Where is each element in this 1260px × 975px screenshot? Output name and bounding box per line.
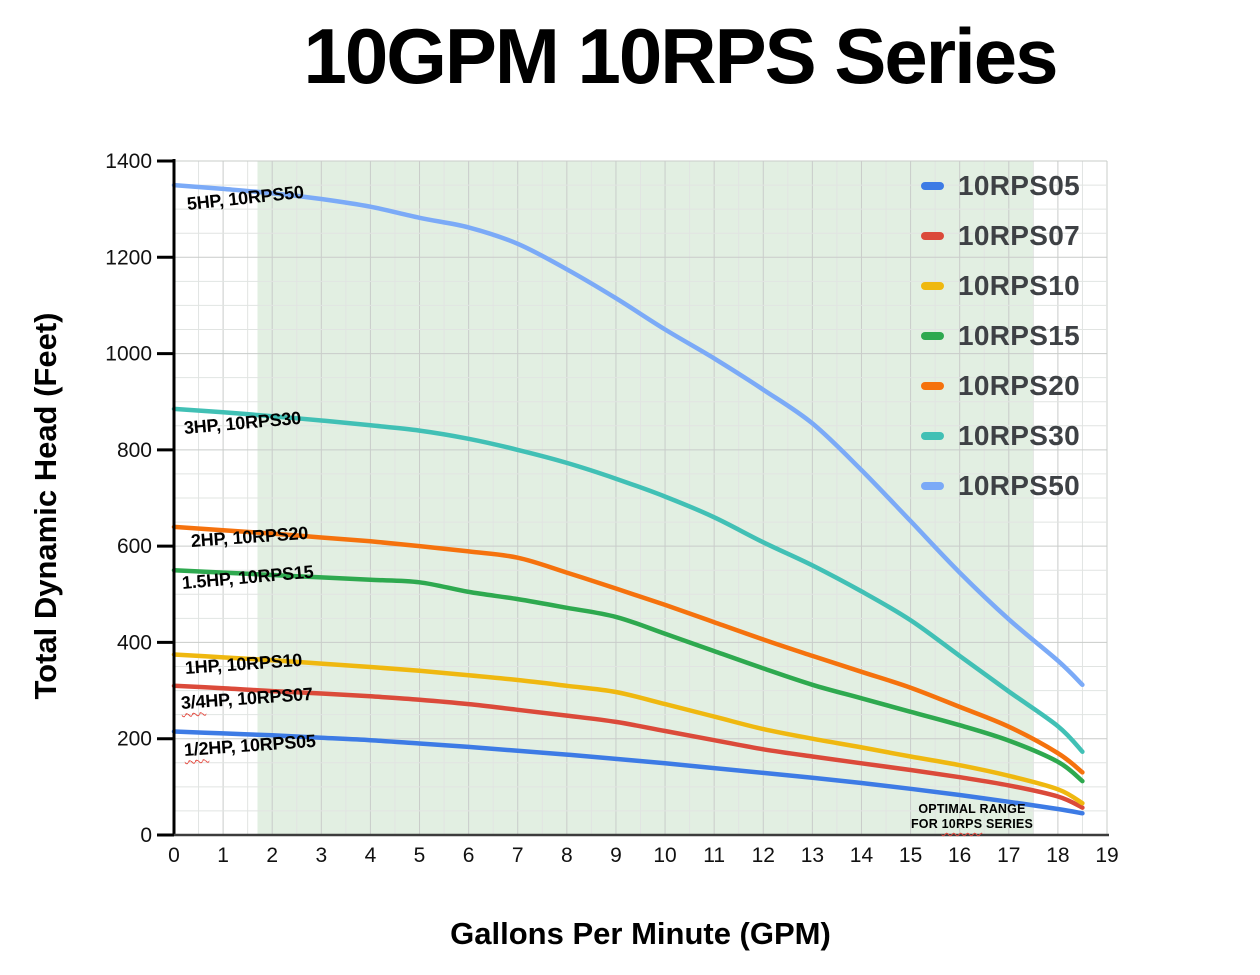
y-tick-label: 1000 [105,343,152,366]
y-tick-label: 1200 [105,246,152,269]
curve-10RPS05 [171,729,1085,816]
legend-label: 10RPS10 [958,270,1080,301]
legend-item: 10RPS30 [921,411,1080,461]
x-tick-label: 18 [1046,844,1069,867]
curve-10RPS50 [171,182,1085,688]
legend-label: 10RPS05 [958,170,1080,201]
legend-item: 10RPS15 [921,311,1080,361]
x-tick-label: 10 [653,844,676,867]
curve-10RPS30 [171,406,1085,754]
note-line-2: FOR 10RPS SERIES [872,817,1072,832]
x-tick-label: 2 [266,844,278,867]
x-axis-title: Gallons Per Minute (GPM) [450,916,831,951]
curve-10RPS10 [171,652,1085,806]
y-tick-label: 600 [117,535,152,558]
legend-label: 10RPS07 [958,220,1080,251]
y-tick-label: 800 [117,439,152,462]
x-tick-label: 9 [610,844,622,867]
x-tick-label: 13 [801,844,824,867]
chart-title: 10GPM 10RPS Series [303,12,1058,100]
x-tick-label: 5 [414,844,426,867]
y-tick-label: 200 [117,728,152,751]
legend-item: 10RPS20 [921,361,1080,411]
x-tick-label: 0 [168,844,180,867]
curve-10RPS20 [171,524,1085,775]
y-tick-label: 1400 [105,150,152,173]
x-tick-label: 6 [463,844,475,867]
y-tick-label: 0 [140,824,152,847]
legend-swatch [921,182,944,190]
x-tick-label: 19 [1095,844,1118,867]
x-tick-label: 11 [703,844,725,867]
x-tick-label: 7 [512,844,524,867]
legend-label: 10RPS50 [958,470,1080,501]
legend-label: 10RPS30 [958,420,1080,451]
x-tick-label: 1 [217,844,229,867]
curve-label-fraction: 1/2 [183,738,210,760]
curve-10RPS07 [171,683,1085,810]
note-word: FOR [910,817,938,831]
curve-10RPS15 [171,567,1085,784]
legend-swatch [921,382,944,390]
legend-item: 10RPS07 [921,211,1080,261]
y-tick-label: 400 [117,631,152,654]
legend-swatch [921,282,944,290]
x-tick-label: 14 [850,844,874,867]
legend-item: 10RPS10 [921,261,1080,311]
legend-swatch [921,232,944,240]
x-tick-label: 16 [948,844,971,867]
x-tick-label: 3 [315,844,327,867]
note-line-1: OPTIMAL RANGE [918,802,1026,816]
x-tick-label: 4 [365,844,377,867]
note-word: 10RPS [941,817,983,831]
x-tick-label: 8 [561,844,573,867]
x-tick-label: 12 [752,844,775,867]
y-axis-title: Total Dynamic Head (Feet) [28,312,63,700]
legend-item: 10RPS05 [921,161,1080,211]
curve-label-fraction: 3/4 [180,691,207,713]
legend-swatch [921,332,944,340]
legend-swatch [921,432,944,440]
optimal-range-note: OPTIMAL RANGE FOR 10RPS SERIES [872,802,1072,832]
legend-label: 10RPS15 [958,320,1080,351]
legend: 10RPS05 10RPS07 10RPS10 10RPS15 10RPS20 … [921,161,1080,511]
legend-swatch [921,482,944,490]
legend-label: 10RPS20 [958,370,1080,401]
note-word: SERIES [985,817,1034,831]
x-tick-label: 15 [899,844,922,867]
x-tick-label: 17 [997,844,1020,867]
legend-item: 10RPS50 [921,461,1080,511]
